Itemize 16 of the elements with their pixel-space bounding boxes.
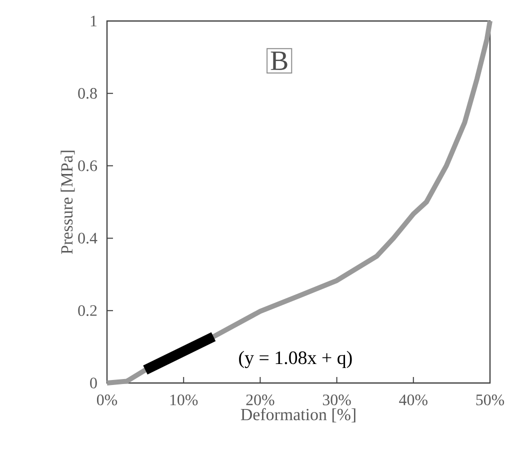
x-tick-label: 50% [476, 394, 504, 406]
y-tick-label: 0.2 [78, 305, 97, 316]
y-tick-label: 0 [90, 378, 97, 388]
x-axis-title: Deformation [%] [240, 408, 356, 422]
y-tick-label: 0.6 [78, 160, 98, 172]
y-tick-label: 0.8 [78, 88, 97, 99]
y-tick-label: 0.4 [78, 232, 98, 244]
x-tick-label: 30% [322, 394, 351, 406]
x-tick-label: 0% [96, 394, 118, 406]
y-axis-title: Pressure [MPa] [60, 150, 75, 254]
x-tick-label: 40% [399, 394, 428, 406]
annotation: (y = 1.08x + q) [239, 350, 352, 368]
x-tick-label: 10% [170, 394, 198, 406]
x-tick-label: 20% [246, 394, 274, 406]
y-tick-label: 1 [90, 16, 97, 26]
annotation: B [270, 52, 288, 70]
